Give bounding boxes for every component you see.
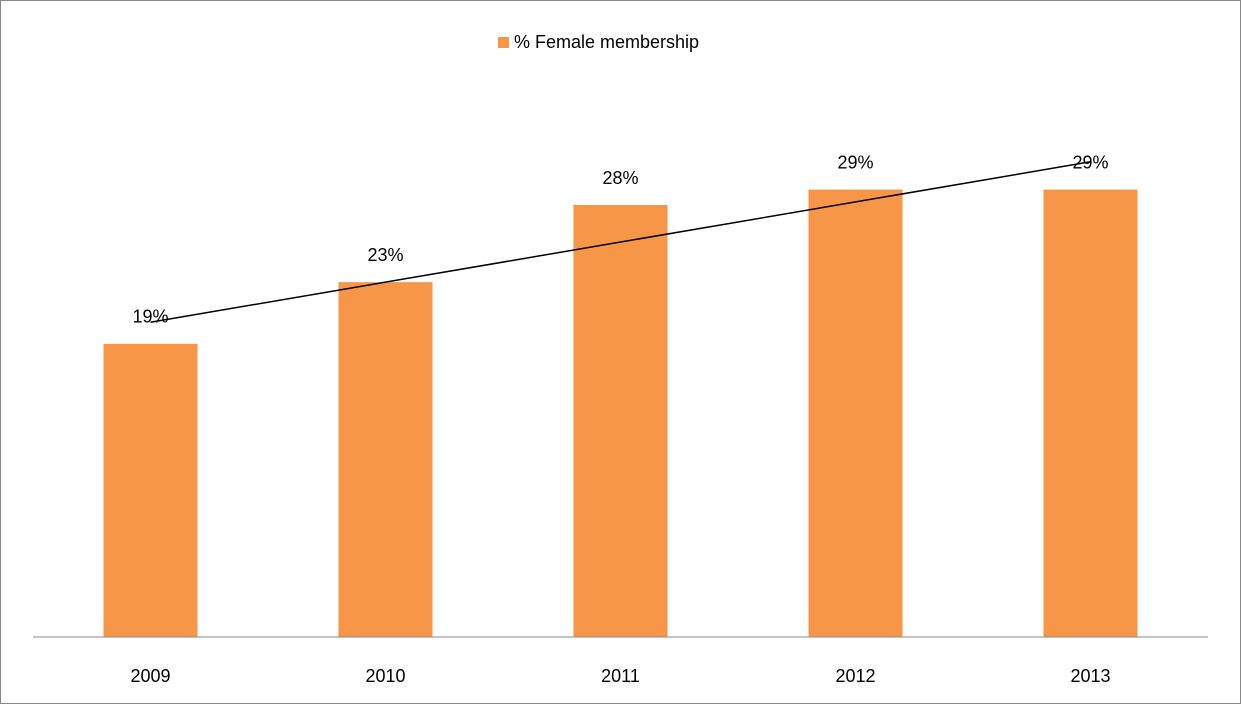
- data-label: 19%: [132, 307, 168, 327]
- x-tick-label: 2011: [601, 666, 640, 686]
- data-label: 28%: [602, 168, 638, 188]
- legend-swatch: [498, 37, 509, 48]
- bar: [338, 282, 433, 637]
- bar: [1043, 189, 1138, 638]
- x-tick-label: 2009: [130, 666, 170, 686]
- data-label: 23%: [367, 245, 403, 265]
- x-tick-label: 2010: [365, 666, 405, 686]
- x-tick-label: 2013: [1070, 666, 1110, 686]
- bar: [103, 343, 198, 637]
- bar: [808, 189, 903, 638]
- data-label: 29%: [837, 152, 873, 172]
- bar: [573, 205, 668, 637]
- trendline: [150, 161, 1091, 323]
- x-tick-label: 2012: [835, 666, 875, 686]
- legend-label: % Female membership: [514, 32, 699, 52]
